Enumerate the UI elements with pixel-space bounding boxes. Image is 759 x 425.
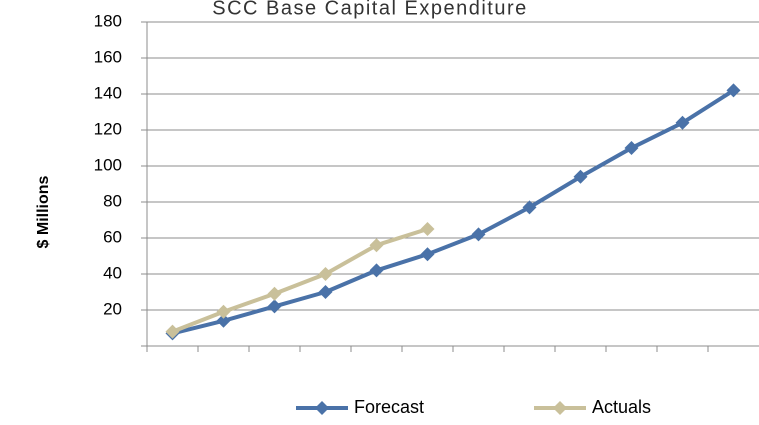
point — [165, 324, 180, 339]
legend-marker — [315, 401, 329, 415]
series-line — [172, 88, 735, 336]
point — [522, 200, 537, 215]
y-tick-label: 160 — [94, 47, 122, 66]
point — [318, 285, 333, 299]
chart-title: SCC Base Capital Expenditure — [212, 0, 527, 19]
point — [369, 263, 384, 278]
legend-label: Forecast — [354, 397, 424, 417]
point — [471, 227, 486, 242]
y-tick-label: 20 — [103, 299, 122, 318]
point — [267, 299, 282, 314]
point — [420, 247, 435, 262]
legend-marker — [553, 401, 567, 415]
point — [267, 286, 282, 301]
point — [675, 115, 690, 130]
point — [420, 222, 435, 236]
point — [369, 238, 384, 253]
point — [318, 267, 333, 281]
y-tick-label: 180 — [94, 11, 122, 30]
legend-label: Actuals — [592, 397, 651, 417]
y-axis-label: $ Millions — [35, 175, 52, 248]
point — [624, 141, 639, 155]
y-tick-label: 40 — [103, 263, 122, 282]
y-tick-label: 120 — [94, 119, 122, 138]
series-line — [171, 227, 429, 334]
y-tick-label: 80 — [103, 191, 122, 210]
point — [726, 83, 741, 98]
point — [573, 169, 588, 184]
y-tick-label: 100 — [94, 155, 122, 174]
y-tick-label: 140 — [94, 83, 122, 102]
point — [216, 313, 231, 328]
y-tick-label: 60 — [103, 227, 122, 246]
point — [216, 304, 231, 319]
